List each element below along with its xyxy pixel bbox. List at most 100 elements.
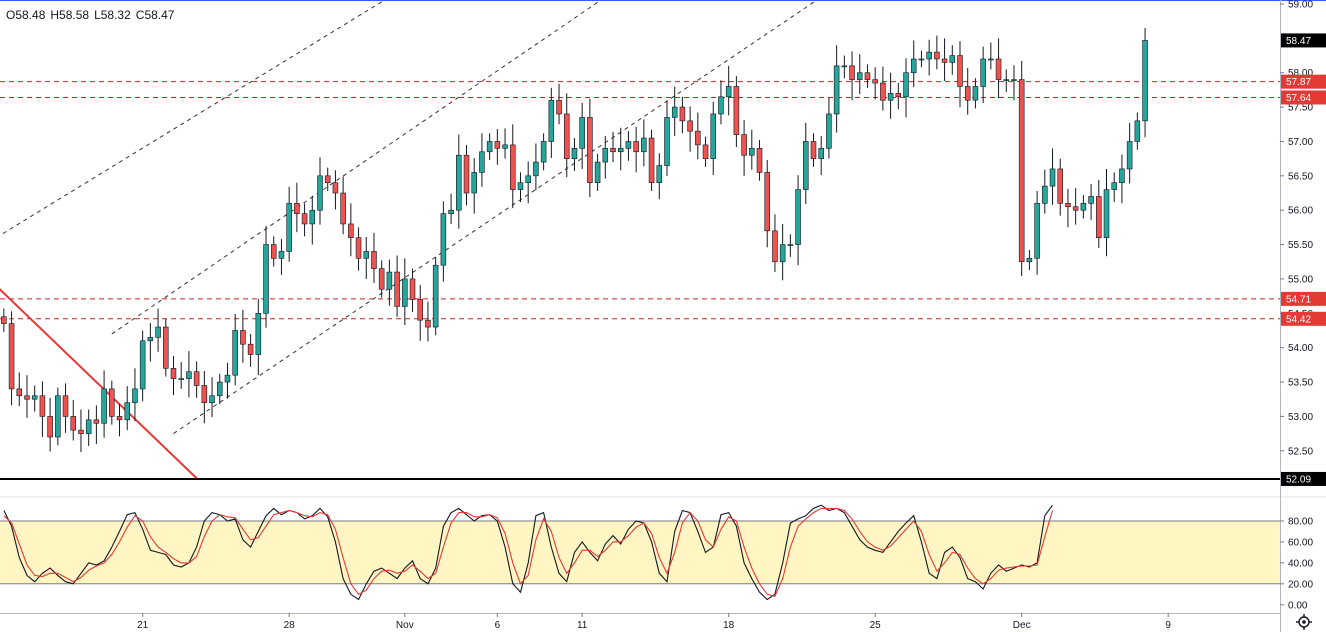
candle-body: [841, 65, 848, 68]
candle: [964, 67, 971, 115]
candle: [803, 122, 809, 205]
candle-body: [741, 134, 747, 156]
candle-body: [787, 244, 794, 246]
candle: [579, 102, 585, 169]
candle: [348, 203, 354, 257]
settings-gear-icon[interactable]: [1296, 614, 1312, 630]
candle: [247, 333, 254, 367]
candle: [31, 385, 38, 412]
candle-body: [856, 72, 863, 80]
candle: [332, 170, 339, 210]
candle-body: [648, 137, 655, 184]
candle-body: [517, 182, 524, 190]
candle-body: [826, 113, 832, 149]
candle-body: [16, 388, 23, 397]
stoch-line-k: [3, 504, 1053, 601]
candle-body: [363, 251, 370, 259]
candle-body: [964, 86, 971, 101]
stoch-tick-label: 60.00: [1288, 537, 1313, 548]
candle: [587, 98, 593, 198]
candle-body: [24, 395, 30, 400]
candle-body: [587, 117, 593, 184]
candle: [85, 409, 92, 446]
candle-body: [170, 367, 177, 379]
candle: [833, 45, 840, 133]
candle-body: [155, 326, 161, 338]
stoch-band: [0, 520, 1280, 584]
candle-body: [718, 96, 724, 115]
candle: [941, 38, 948, 81]
candle-body: [679, 106, 686, 122]
candle-body: [479, 151, 485, 173]
candle: [270, 236, 277, 267]
candle: [872, 67, 878, 100]
candle: [540, 133, 547, 171]
ohlc-readout: O58.48 H58.58 L58.32 C58.47: [6, 8, 179, 22]
candle-body: [232, 330, 238, 376]
stoch-tick-label: 20.00: [1288, 579, 1313, 590]
candle-body: [1065, 203, 1071, 208]
candle-body: [486, 141, 493, 153]
level-label-0: 57.87: [1281, 74, 1326, 89]
candle-body: [903, 72, 909, 98]
candle: [810, 133, 817, 167]
candle-body: [124, 402, 130, 421]
candle: [679, 96, 686, 134]
price-tick-label: 55.50: [1288, 240, 1313, 251]
candle: [687, 106, 693, 152]
candle-body: [918, 58, 925, 61]
candle: [139, 330, 146, 402]
candle-body: [1080, 203, 1087, 211]
candle-body: [440, 213, 447, 266]
candle: [78, 409, 84, 453]
candle: [1096, 179, 1102, 248]
candle-body: [301, 213, 308, 225]
candle: [864, 64, 871, 88]
candle: [402, 258, 408, 325]
candle: [178, 362, 184, 389]
candle-body: [864, 72, 871, 80]
candle: [170, 355, 177, 396]
candle-body: [348, 223, 354, 238]
price-tick-label: 54.00: [1288, 343, 1313, 354]
candle-body: [625, 141, 632, 149]
candle-body: [93, 419, 100, 424]
candle-body: [1057, 168, 1064, 204]
candle-body: [70, 416, 77, 431]
candle: [972, 78, 979, 109]
candle: [795, 175, 801, 266]
candle-body: [949, 55, 956, 63]
candle: [394, 255, 400, 317]
candle-body: [116, 416, 123, 421]
price-labels: 57.87 57.64 54.71 54.42 52.09 58.47: [1281, 33, 1326, 486]
candle: [702, 136, 709, 167]
candle: [371, 232, 377, 284]
price-tick-label: 57.00: [1288, 137, 1313, 148]
candle: [749, 129, 755, 170]
candle-body: [671, 106, 678, 118]
candle-body: [556, 99, 562, 115]
candle-body: [85, 419, 92, 434]
candle-body: [957, 55, 963, 87]
candle: [494, 129, 501, 165]
candle: [440, 201, 447, 282]
candle-body: [332, 182, 339, 194]
candle: [1119, 154, 1125, 204]
candle: [109, 380, 115, 425]
candle: [201, 371, 208, 424]
candle-body: [571, 148, 578, 159]
candle: [787, 234, 794, 257]
candle-body: [494, 141, 501, 149]
candle: [286, 186, 292, 262]
x-tick-label: Nov: [396, 620, 414, 631]
candle-body: [409, 278, 416, 300]
candle-body: [1126, 141, 1133, 170]
price-tick-label: 55.00: [1288, 274, 1313, 285]
candle-body: [340, 192, 346, 225]
x-tick-label: Dec: [1013, 620, 1031, 631]
candle-body: [201, 385, 208, 403]
candle: [386, 259, 393, 306]
candle: [1142, 28, 1148, 138]
candle: [193, 361, 200, 398]
